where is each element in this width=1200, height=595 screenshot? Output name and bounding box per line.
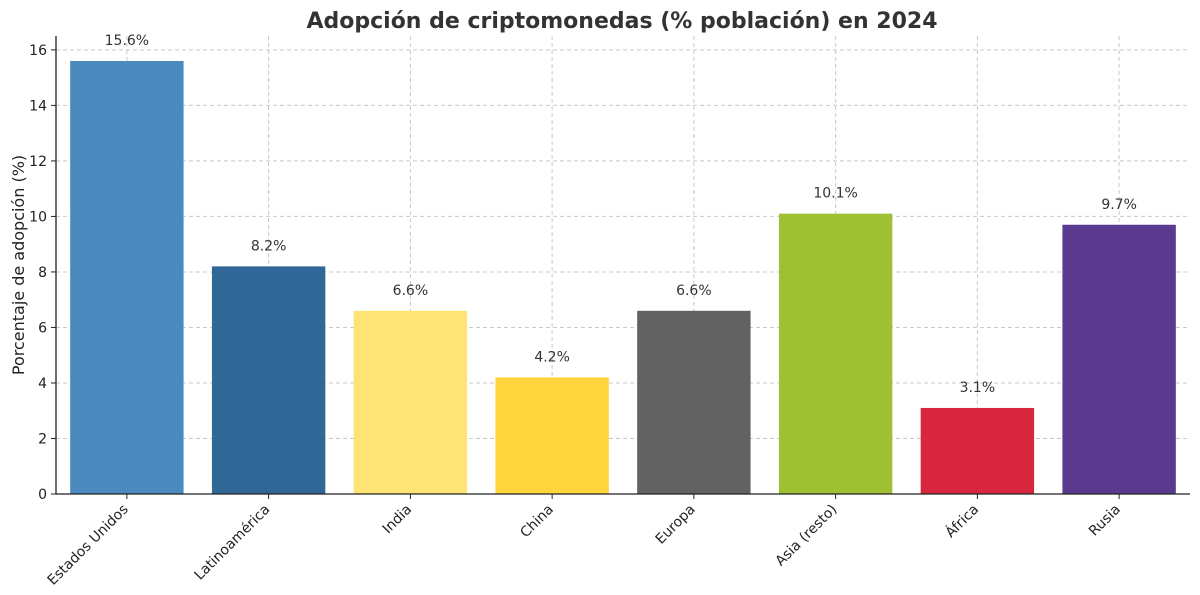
- x-tick-label: Asia (resto): [772, 502, 840, 570]
- x-tick-label: Latinoamérica: [191, 502, 273, 584]
- data-label: 10.1%: [813, 186, 857, 202]
- y-tick-label: 0: [38, 487, 47, 503]
- y-tick-label: 16: [29, 43, 47, 59]
- axes: [51, 36, 1190, 499]
- y-tick-label: 10: [29, 209, 47, 225]
- data-label: 6.6%: [676, 283, 712, 299]
- y-tick-label: 2: [38, 431, 47, 447]
- y-tick-label: 14: [29, 98, 47, 114]
- data-label: 6.6%: [393, 283, 429, 299]
- bar-india: [353, 310, 468, 494]
- x-tick-label: China: [517, 502, 557, 542]
- y-axis-label: Porcentaje de adopción (%): [9, 155, 28, 375]
- chart-title: Adopción de criptomonedas (% población) …: [306, 9, 937, 34]
- x-tick-label: Estados Unidos: [45, 502, 132, 589]
- data-label: 15.6%: [105, 33, 149, 49]
- bar-china: [495, 377, 609, 494]
- x-tick-label: África: [942, 501, 982, 541]
- bar-europa: [637, 310, 751, 494]
- labels: 0 2 4 6 8 10 12 14 16 15.6% Estados Unidos 8.2% Lati…: [29, 33, 1137, 589]
- x-tick-label: Europa: [653, 502, 699, 548]
- data-label: 4.2%: [534, 349, 570, 365]
- bar-rusia: [1062, 224, 1176, 494]
- bar-asia-resto-: [778, 213, 893, 494]
- y-tick-label: 6: [38, 320, 47, 336]
- bar-áfrica: [920, 407, 1035, 494]
- y-tick-label: 12: [29, 154, 47, 170]
- data-label: 9.7%: [1101, 197, 1137, 213]
- y-tick-label: 4: [38, 376, 47, 392]
- bar-estados-unidos: [70, 60, 184, 495]
- x-tick-label: India: [380, 502, 416, 538]
- bar-latinoamérica: [211, 266, 326, 494]
- data-label: 3.1%: [960, 380, 996, 396]
- y-tick-label: 8: [38, 265, 47, 281]
- x-tick-label: Rusia: [1086, 502, 1124, 540]
- data-label: 8.2%: [251, 238, 287, 254]
- bars: [70, 60, 1176, 495]
